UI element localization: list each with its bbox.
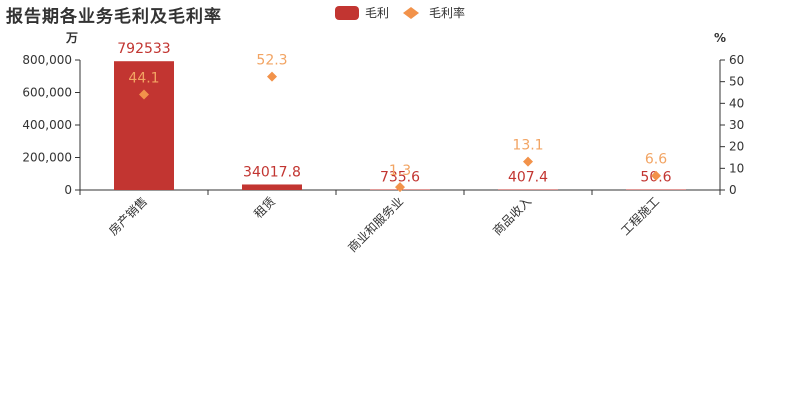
- rate-value-label: 52.3: [256, 53, 287, 69]
- x-tick-label: 房产销售: [106, 194, 151, 239]
- legend-bar-label: 毛利: [365, 6, 390, 20]
- x-tick-label: 商业和服务业: [345, 194, 407, 256]
- bar: [242, 184, 302, 190]
- y-left-tick-label: 400,000: [22, 118, 72, 132]
- rate-marker: [139, 89, 149, 100]
- bar-value-label: 34017.8: [243, 164, 301, 180]
- legend-diamond-label: 毛利率: [429, 6, 466, 20]
- rate-marker: [523, 156, 533, 167]
- x-tick-label: 商品收入: [490, 194, 535, 239]
- bar-value-label: 792533: [117, 41, 170, 57]
- legend-item-diamond[interactable]: 毛利率: [399, 4, 465, 21]
- y-right-tick-label: 20: [729, 140, 744, 154]
- y-axis-right-unit: %: [714, 31, 726, 45]
- legend-bar-swatch: [335, 5, 359, 20]
- y-axis-left-unit: 万: [65, 31, 78, 45]
- rate-marker: [651, 170, 661, 181]
- bar-value-label: 407.4: [508, 170, 548, 186]
- y-left-tick-label: 0: [64, 183, 72, 197]
- y-left-tick-label: 600,000: [22, 86, 72, 100]
- legend: 毛利 毛利率: [335, 4, 475, 21]
- x-tick-label: 租赁: [251, 194, 278, 221]
- bar: [498, 189, 558, 190]
- legend-item-bar[interactable]: 毛利: [335, 4, 389, 21]
- x-tick-label: 工程施工: [618, 194, 663, 239]
- y-right-tick-label: 30: [729, 118, 744, 132]
- y-right-tick-label: 50: [729, 75, 744, 89]
- y-right-tick-label: 0: [729, 183, 737, 197]
- chart-title: 报告期各业务毛利及毛利率: [6, 7, 222, 27]
- y-right-tick-label: 60: [729, 53, 744, 67]
- y-right-tick-label: 40: [729, 96, 744, 110]
- bar: [114, 61, 174, 191]
- rate-marker: [267, 71, 277, 82]
- y-left-tick-label: 800,000: [22, 53, 72, 67]
- bar: [626, 189, 686, 190]
- legend-diamond-swatch: [403, 6, 420, 19]
- y-left-tick-label: 200,000: [22, 151, 72, 165]
- rate-value-label: 13.1: [512, 138, 543, 154]
- rate-marker: [395, 182, 405, 193]
- rate-value-label: 44.1: [128, 70, 159, 86]
- rate-value-label: 6.6: [645, 152, 667, 168]
- y-right-tick-label: 10: [729, 161, 744, 175]
- rate-value-label: 1.3: [389, 163, 411, 179]
- bar-value-label: 735.6: [380, 170, 420, 186]
